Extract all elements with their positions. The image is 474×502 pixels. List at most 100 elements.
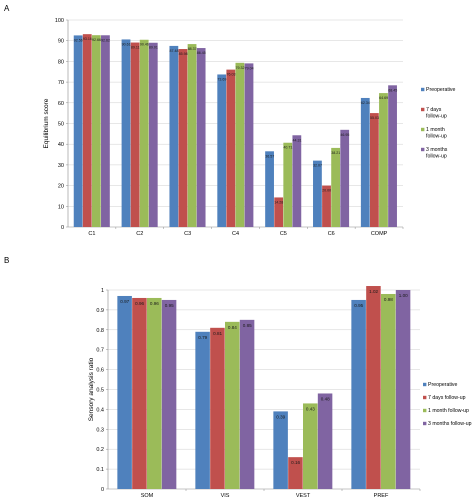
chart-a-bar xyxy=(388,85,397,227)
chart-b-ytick-label: 0.6 xyxy=(96,368,104,374)
chart-b-ytick-label: 0.9 xyxy=(96,308,104,314)
panel-label-a: A xyxy=(4,4,10,13)
chart-b-bar xyxy=(195,331,210,489)
chart-a-data-label: 20.00 xyxy=(322,189,331,193)
chart-a-ytick-label: 20 xyxy=(58,184,64,190)
chart-a-bar xyxy=(283,142,293,227)
chart-a-data-label: 92.66 xyxy=(92,38,101,42)
chart-b-legend-swatch-3-months xyxy=(423,421,427,426)
chart-b-bar xyxy=(317,393,333,489)
chart-b-legend-7-days: 7 days follow-up xyxy=(428,395,466,401)
chart-a-ytick-label: 30 xyxy=(58,163,64,169)
chart-a-xtick-label: C2 xyxy=(136,231,143,237)
chart-b-ytick-label: 1 xyxy=(101,288,104,294)
chart-b-y-axis-label: Sensory analysis ratio xyxy=(88,357,95,421)
chart-b-data-label: 1.00 xyxy=(399,293,408,298)
chart-b-data-label: 0.43 xyxy=(306,406,315,411)
chart-a-xtick-label: C4 xyxy=(232,231,239,237)
chart-b-ytick-label: 0.8 xyxy=(96,328,104,334)
chart-b-ytick-label: 0.2 xyxy=(96,447,104,453)
chart-a-bar xyxy=(91,35,101,227)
chart-b-data-label: 0.95 xyxy=(354,303,363,308)
chart-a-data-label: 64.69 xyxy=(379,96,388,100)
chart-a-bar xyxy=(217,74,227,227)
chart-b-bar xyxy=(288,457,303,489)
chart-b-bar xyxy=(273,411,288,489)
chart-b-data-label: 0.16 xyxy=(291,460,300,465)
chart-a-bar xyxy=(322,185,331,227)
chart-a-data-label: 32.07 xyxy=(313,164,322,168)
chart-a-bar xyxy=(274,197,284,227)
chart-a-data-label: 79.04 xyxy=(245,66,254,70)
chart-a-ytick-label: 70 xyxy=(58,80,64,86)
chart-a-y-axis-label: Equilibrium score xyxy=(43,98,50,148)
chart-a-data-label: 93.16 xyxy=(83,37,92,41)
chart-a-bar xyxy=(101,35,110,228)
chart-a-legend-preoperative: Preoperative xyxy=(426,87,456,93)
chart-a-bar xyxy=(244,63,254,227)
chart-a-data-label: 92.62 xyxy=(101,38,110,42)
chart-b-xtick-label: PREF xyxy=(374,493,389,499)
chart-b-bar xyxy=(366,286,381,489)
chart-a-bar xyxy=(121,39,131,227)
chart-a-ytick-label: 10 xyxy=(58,204,64,210)
chart-b-legend-1-month: 1 month follow-up xyxy=(428,408,469,414)
chart-a-bar xyxy=(360,97,370,227)
chart-a-bar xyxy=(139,39,149,227)
chart-a-xtick-label: C5 xyxy=(280,231,287,237)
chart-a: 0 10 20 30 40 50 60 70 80 90 100 Equilibrium score C… xyxy=(43,18,456,237)
chart-a-data-label: 46.95 xyxy=(340,133,349,137)
chart-a-bar xyxy=(130,42,140,228)
chart-a-xtick-label: C3 xyxy=(184,231,191,237)
chart-b: 0 0.1 0.2 0.3 0.4 0.5 0.6 0.7 0.8 0.9 1 Sensory ana… xyxy=(88,286,472,499)
chart-b-data-label: 0.85 xyxy=(243,323,252,328)
chart-a-bar xyxy=(178,49,188,228)
chart-a-bar xyxy=(73,35,83,227)
chart-a-ytick-label: 80 xyxy=(58,59,64,65)
chart-b-data-label: 0.98 xyxy=(384,297,393,302)
chart-a-bar xyxy=(235,62,245,227)
chart-b-bar xyxy=(303,403,318,489)
chart-a-data-label: 87.48 xyxy=(170,49,179,53)
chart-b-bar xyxy=(239,319,255,489)
chart-b-data-label: 0.48 xyxy=(321,396,330,401)
chart-b-legend-swatch-7-days xyxy=(423,395,427,400)
chart-b-data-label: 0.96 xyxy=(135,301,144,306)
chart-a-data-label: 85.98 xyxy=(179,52,188,56)
chart-a-bar xyxy=(226,69,236,228)
chart-a-legend-swatch-1-month xyxy=(421,127,425,132)
chart-a-ytick-label: 50 xyxy=(58,122,64,128)
chart-b-data-label: 0.84 xyxy=(228,325,237,330)
chart-b-legend-3-months: 3 months follow-up xyxy=(428,421,472,427)
chart-a-data-label: 14.28 xyxy=(274,200,283,204)
chart-a-legend-swatch-preoperative xyxy=(421,87,425,92)
chart-b-xtick-label: VEST xyxy=(296,493,311,499)
chart-b-bar xyxy=(117,295,132,489)
chart-b-bar xyxy=(132,297,147,489)
chart-a-ytick-label: 60 xyxy=(58,101,64,107)
chart-b-data-label: 0.39 xyxy=(276,414,285,419)
chart-b-data-label: 0.81 xyxy=(213,331,222,336)
chart-b-data-label: 0.79 xyxy=(198,335,207,340)
chart-b-ytick-label: 0.4 xyxy=(96,407,104,413)
chart-b-data-label: 0.97 xyxy=(120,299,129,304)
chart-b-bar xyxy=(395,290,411,489)
chart-a-bar xyxy=(169,45,179,228)
chart-a-legend-1-month: 1 month follow-up xyxy=(426,127,447,140)
chart-a-bar xyxy=(187,44,197,228)
chart-a-legend-3-months: 3 months follow-up xyxy=(426,147,448,160)
chart-b-data-label: 0.96 xyxy=(150,301,159,306)
chart-a-data-label: 36.57 xyxy=(265,154,274,158)
chart-b-data-label: 1.02 xyxy=(369,289,378,294)
chart-a-data-label: 79.32 xyxy=(236,66,245,70)
chart-a-bar xyxy=(148,42,158,227)
chart-b-ytick-label: 0.5 xyxy=(96,388,104,394)
chart-a-data-label: 90.61 xyxy=(122,42,131,46)
chart-b-bar xyxy=(225,321,240,489)
chart-a-data-label: 76.03 xyxy=(226,73,235,77)
chart-a-bar xyxy=(379,93,388,227)
chart-a-data-label: 92.56 xyxy=(74,38,83,42)
chart-a-bar xyxy=(331,147,341,227)
chart-b-legend-swatch-preoperative xyxy=(423,382,427,387)
